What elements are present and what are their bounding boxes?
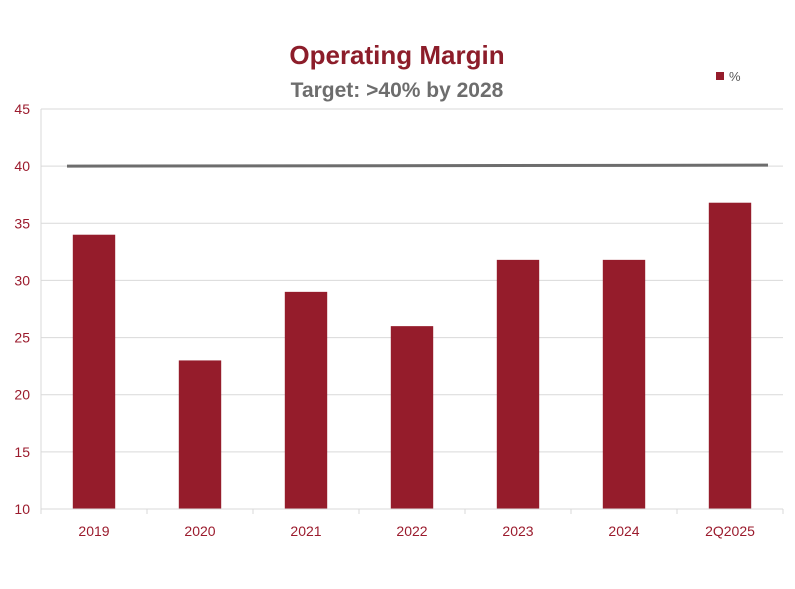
x-tick-label: 2019 bbox=[78, 523, 109, 539]
y-tick-label: 30 bbox=[14, 272, 30, 288]
legend-swatch bbox=[716, 72, 724, 80]
x-tick-label: 2Q2025 bbox=[705, 523, 755, 539]
x-axis: 2019 2020 2021 2022 2023 2024 2Q2025 bbox=[40, 508, 784, 539]
bar-2020 bbox=[178, 360, 222, 509]
y-tick-label: 20 bbox=[14, 387, 30, 403]
chart-title: Operating Margin bbox=[289, 40, 504, 70]
target-line-group bbox=[66, 163, 769, 168]
bar-2021 bbox=[284, 291, 328, 509]
legend: % bbox=[716, 69, 741, 84]
y-tick-label: 25 bbox=[14, 330, 30, 346]
y-tick-label: 15 bbox=[14, 444, 30, 460]
bars bbox=[72, 202, 752, 509]
x-tick-label: 2024 bbox=[608, 523, 639, 539]
x-tick-label: 2020 bbox=[184, 523, 215, 539]
bar-2019 bbox=[72, 234, 116, 509]
y-axis: 10 15 20 25 30 35 40 45 bbox=[14, 101, 42, 517]
bar-2023 bbox=[496, 259, 540, 509]
x-tick-label: 2021 bbox=[290, 523, 321, 539]
bar-2Q2025 bbox=[708, 202, 752, 509]
target-line bbox=[66, 163, 769, 168]
y-tick-label: 45 bbox=[14, 101, 30, 117]
y-tick-label: 10 bbox=[14, 501, 30, 517]
y-tick-label: 35 bbox=[14, 215, 30, 231]
chart-subtitle: Target: >40% by 2028 bbox=[291, 79, 504, 102]
x-tick-label: 2023 bbox=[502, 523, 533, 539]
bar-2022 bbox=[390, 326, 434, 509]
bar-2024 bbox=[602, 259, 646, 509]
legend-label: % bbox=[729, 69, 741, 84]
y-tick-label: 40 bbox=[14, 158, 30, 174]
x-tick-label: 2022 bbox=[396, 523, 427, 539]
